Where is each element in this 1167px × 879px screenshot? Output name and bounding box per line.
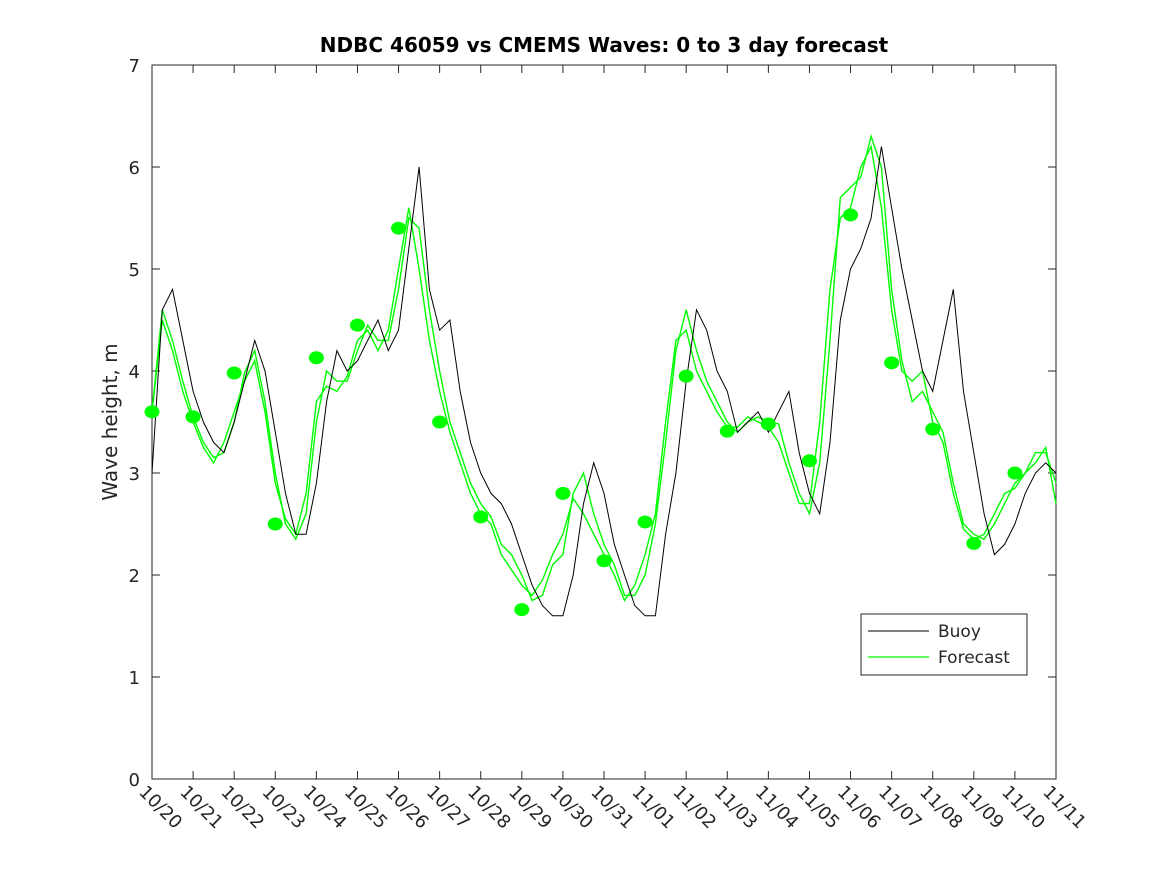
forecast-start-marker	[678, 369, 694, 383]
legend-forecast-label: Forecast	[938, 648, 1010, 668]
x-tick-label: 10/29	[504, 782, 556, 834]
y-axis-label: Wave height, m	[98, 343, 122, 500]
forecast-start-marker	[432, 415, 448, 429]
legend-buoy-label: Buoy	[938, 622, 981, 642]
x-tick-label: 11/06	[833, 782, 885, 834]
x-tick-label: 10/21	[176, 782, 228, 834]
y-tick-label: 5	[129, 260, 140, 281]
x-tick-label: 11/05	[792, 782, 844, 834]
y-tick-label: 1	[129, 668, 140, 689]
forecast-start-marker	[349, 318, 365, 332]
forecast-start-marker	[801, 454, 817, 468]
forecast-start-marker	[473, 510, 489, 524]
x-tick-label: 11/02	[669, 782, 721, 834]
x-tick-label: 10/30	[545, 782, 597, 834]
y-tick-label: 2	[129, 566, 140, 587]
forecast-start-marker	[226, 366, 242, 380]
forecast-start-marker	[391, 221, 407, 235]
y-tick-label: 7	[129, 56, 140, 77]
forecast-start-marker	[144, 405, 160, 419]
x-tick-label: 10/27	[422, 782, 474, 834]
x-tick-label: 10/25	[340, 782, 392, 834]
forecast-start-marker	[185, 410, 201, 424]
x-tick-label: 10/20	[134, 782, 186, 834]
x-tick-label: 10/28	[463, 782, 515, 834]
x-tick-label: 10/22	[217, 782, 269, 834]
chart-title: NDBC 46059 vs CMEMS Waves: 0 to 3 day fo…	[320, 33, 889, 57]
x-tick-label: 11/08	[915, 782, 967, 834]
forecast-start-marker	[514, 603, 530, 617]
x-tick-label: 11/01	[628, 782, 680, 834]
legend: Buoy Forecast	[860, 613, 1028, 676]
forecast-start-marker	[966, 536, 982, 550]
x-tick-label: 10/26	[381, 782, 433, 834]
forecast-start-marker	[884, 356, 900, 370]
y-tick-label: 4	[129, 362, 140, 383]
forecast-start-marker	[267, 517, 283, 531]
forecast-start-marker	[308, 351, 324, 365]
x-tick-label: 10/24	[299, 782, 351, 834]
x-tick-label: 10/23	[258, 782, 310, 834]
x-tick-label: 11/04	[751, 782, 803, 834]
forecast-start-marker	[555, 486, 571, 500]
x-tick-label: 10/31	[586, 782, 638, 834]
x-tick-label: 11/07	[874, 782, 926, 834]
y-tick-label: 0	[129, 770, 140, 791]
forecast-start-marker	[1007, 466, 1023, 480]
forecast-start-marker	[637, 515, 653, 529]
y-tick-label: 3	[129, 464, 140, 485]
forecast-start-marker	[719, 424, 735, 438]
forecast-start-marker	[843, 208, 859, 222]
buoy-line	[151, 146, 1057, 617]
forecast-start-marker	[760, 417, 776, 431]
x-tick-label: 11/10	[997, 782, 1049, 834]
legend-box	[860, 613, 1028, 676]
y-tick-label: 6	[129, 158, 140, 179]
x-tick-label: 11/11	[1038, 782, 1090, 834]
forecast-start-marker	[925, 422, 941, 436]
forecast-start-marker	[596, 554, 612, 568]
x-tick-label: 11/03	[710, 782, 762, 834]
x-tick-label: 11/09	[956, 782, 1008, 834]
